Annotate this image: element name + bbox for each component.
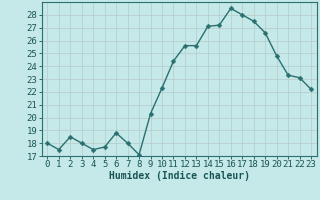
X-axis label: Humidex (Indice chaleur): Humidex (Indice chaleur) (109, 171, 250, 181)
